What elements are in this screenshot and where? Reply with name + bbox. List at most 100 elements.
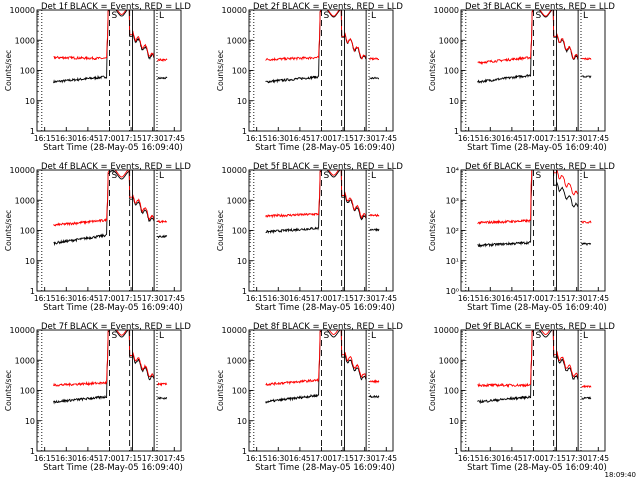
x-tick-label: 16:30 bbox=[55, 454, 77, 463]
series-lld-line bbox=[265, 10, 379, 62]
plot-frame bbox=[36, 9, 182, 132]
x-tick-label: 16:15 bbox=[246, 454, 268, 463]
panel-title: Det 1f BLACK = Events, RED = LLD bbox=[41, 2, 191, 12]
y-axis-label: Counts/sec bbox=[216, 370, 225, 411]
y-axis-label: Counts/sec bbox=[4, 370, 13, 411]
x-tick-label: 17:45 bbox=[375, 454, 397, 463]
series-lld-line bbox=[477, 330, 592, 389]
x-tick-label: 16:45 bbox=[289, 454, 311, 463]
series-events-line bbox=[53, 10, 168, 84]
series-lld-line bbox=[53, 10, 168, 63]
x-tick-label: 17:00 bbox=[311, 454, 333, 463]
x-tick-label: 16:30 bbox=[267, 294, 289, 303]
annotation-l: L bbox=[159, 11, 164, 21]
x-tick-label: 17:00 bbox=[311, 294, 333, 303]
x-tick-label: 17:15 bbox=[332, 294, 354, 303]
y-tick-label: 10 bbox=[25, 97, 35, 106]
y-tick-label: 1000 bbox=[227, 196, 247, 205]
x-tick-label: 17:45 bbox=[587, 454, 609, 463]
y-tick-label: 10 bbox=[237, 257, 247, 266]
series-lld-line bbox=[265, 170, 380, 219]
y-tick-label: 1 bbox=[30, 287, 35, 296]
x-tick-label: 16:30 bbox=[479, 134, 501, 143]
y-tick-label: 1 bbox=[30, 127, 35, 136]
y-tick-label: 100 bbox=[20, 387, 35, 396]
x-tick-label: 17:00 bbox=[523, 294, 545, 303]
y-tick-label: 10000 bbox=[222, 166, 247, 175]
x-axis-label: Start Time (28-May-05 16:09:40) bbox=[43, 143, 183, 153]
x-tick-label: 17:45 bbox=[587, 294, 609, 303]
annotation-l: L bbox=[371, 331, 376, 341]
y-axis-label: Counts/sec bbox=[428, 370, 437, 411]
annotation-s: S bbox=[111, 171, 117, 181]
y-tick-label: 100 bbox=[20, 67, 35, 76]
plot-frame bbox=[248, 329, 394, 452]
y-tick-label: 100 bbox=[20, 227, 35, 236]
y-axis-label: Counts/sec bbox=[216, 210, 225, 251]
x-tick-label: 16:45 bbox=[501, 294, 523, 303]
x-tick-label: 17:30 bbox=[354, 134, 376, 143]
y-tick-label: 10 bbox=[449, 97, 459, 106]
x-tick-label: 16:15 bbox=[34, 454, 56, 463]
annotation-s: S bbox=[535, 11, 541, 21]
y-tick-label: 10¹ bbox=[446, 257, 459, 266]
y-tick-label: 100 bbox=[232, 387, 247, 396]
y-tick-label: 1000 bbox=[227, 36, 247, 45]
x-tick-label: 17:30 bbox=[142, 294, 164, 303]
x-tick-label: 17:45 bbox=[163, 454, 185, 463]
annotation-s: S bbox=[111, 331, 117, 341]
y-tick-label: 1 bbox=[242, 127, 247, 136]
x-tick-label: 16:45 bbox=[289, 294, 311, 303]
x-tick-label: 17:15 bbox=[544, 294, 566, 303]
x-tick-label: 16:30 bbox=[479, 294, 501, 303]
y-tick-label: 1000 bbox=[439, 356, 459, 365]
annotation-l: L bbox=[371, 171, 376, 181]
x-tick-label: 16:45 bbox=[501, 134, 523, 143]
x-tick-label: 17:15 bbox=[120, 454, 142, 463]
panel-title: Det 9f BLACK = Events, RED = LLD bbox=[465, 322, 615, 332]
panel-title: Det 8f BLACK = Events, RED = LLD bbox=[253, 322, 403, 332]
y-tick-label: 10 bbox=[449, 417, 459, 426]
x-tick-label: 16:30 bbox=[55, 294, 77, 303]
x-tick-label: 16:30 bbox=[267, 454, 289, 463]
x-tick-label: 16:15 bbox=[34, 294, 56, 303]
series-events-line bbox=[477, 170, 592, 248]
annotation-l: L bbox=[583, 331, 588, 341]
x-axis-label: Start Time (28-May-05 16:09:40) bbox=[467, 303, 607, 313]
y-axis-label: Counts/sec bbox=[4, 50, 13, 91]
y-tick-label: 1000 bbox=[439, 36, 459, 45]
plot-frame bbox=[248, 9, 394, 132]
x-tick-label: 17:45 bbox=[587, 134, 609, 143]
x-tick-label: 17:30 bbox=[566, 294, 588, 303]
series-events-line bbox=[265, 10, 379, 84]
x-tick-label: 16:45 bbox=[77, 134, 99, 143]
annotation-s: S bbox=[535, 171, 541, 181]
y-tick-label: 1 bbox=[242, 447, 247, 456]
x-tick-label: 17:00 bbox=[99, 294, 121, 303]
x-axis-label: Start Time (28-May-05 16:09:40) bbox=[467, 463, 607, 473]
x-axis-label: Start Time (28-May-05 16:09:40) bbox=[255, 143, 395, 153]
x-tick-label: 16:30 bbox=[55, 134, 77, 143]
x-tick-label: 16:15 bbox=[458, 294, 480, 303]
x-tick-label: 17:30 bbox=[354, 454, 376, 463]
x-tick-label: 17:30 bbox=[142, 134, 164, 143]
time-span-label: 18:09:40 bbox=[605, 471, 636, 479]
x-tick-label: 17:45 bbox=[375, 134, 397, 143]
panel-title: Det 5f BLACK = Events, RED = LLD bbox=[253, 162, 403, 172]
y-tick-label: 10 bbox=[25, 417, 35, 426]
panel-title: Det 6f BLACK = Events, RED = LLD bbox=[465, 162, 615, 172]
x-tick-label: 16:45 bbox=[501, 454, 523, 463]
series-lld-line bbox=[53, 330, 168, 388]
x-tick-label: 17:30 bbox=[142, 454, 164, 463]
x-tick-label: 17:00 bbox=[99, 134, 121, 143]
plot-frame bbox=[460, 9, 606, 132]
annotation-l: L bbox=[159, 171, 164, 181]
x-tick-label: 16:15 bbox=[246, 134, 268, 143]
x-tick-label: 17:30 bbox=[566, 134, 588, 143]
